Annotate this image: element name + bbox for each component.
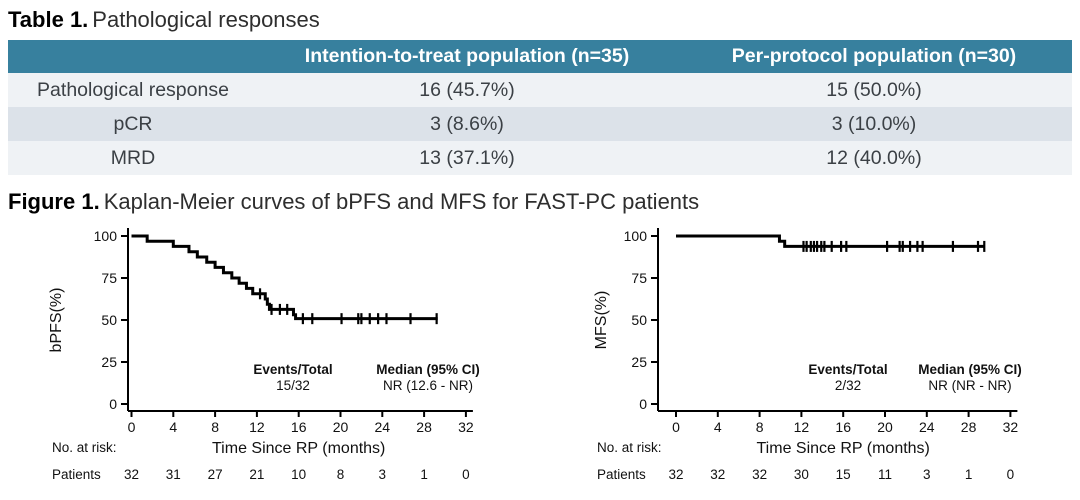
y-tick-label: 0 [639,396,647,412]
y-tick-label: 100 [94,228,118,244]
row-pp-value: 3 (10.0%) [831,112,917,135]
row-pp-value: 15 (50.0%) [826,78,922,101]
pathological-response-table: Intention-to-treat population (n=35) Per… [8,40,1072,175]
row-label: MRD [110,146,156,169]
risk-count: 10 [291,467,306,482]
x-tick-label: 8 [211,419,219,435]
x-tick-label: 0 [128,419,136,435]
table-row: pCR 3 (8.6%) 3 (10.0%) [8,107,1072,141]
x-axis-title: Time Since RP (months) [212,440,385,457]
median-value: NR (12.6 - NR) [383,378,473,393]
x-tick-label: 16 [291,419,307,435]
median-header: Median (95% CI) [918,362,1022,377]
table-header-row: Intention-to-treat population (n=35) Per… [8,40,1072,73]
events-total-value: 2/32 [835,378,861,393]
km-panel-mfs: 0 25 50 75 100 0 4 8 12 16 20 24 28 32 MFS(%) Time Sinc… [593,228,1022,482]
events-total-header: Events/Total [253,362,332,377]
risk-count: 32 [124,467,139,482]
risk-count: 0 [1007,467,1015,482]
events-total-header: Events/Total [808,362,887,377]
x-tick-label: 12 [249,419,265,435]
risk-count: 1 [965,467,973,482]
figure-title: Figure 1. Kaplan-Meier curves of bPFS and… [8,189,699,215]
x-axis-title: Time Since RP (months) [757,440,930,457]
no-at-risk-label: No. at risk: [52,440,117,455]
risk-count: 27 [208,467,223,482]
header-cell-pp: Per-protocol population (n=30) [731,45,1017,67]
patients-label: Patients [597,467,646,482]
x-tick-label: 24 [919,419,935,435]
figure-number-label: Figure 1. [8,189,100,214]
x-tick-label: 32 [458,419,474,435]
risk-count: 21 [249,467,264,482]
y-tick-label: 0 [109,396,117,412]
risk-count: 0 [462,467,470,482]
y-tick-label: 75 [101,270,117,286]
median-header: Median (95% CI) [376,362,480,377]
km-curve [676,234,985,248]
risk-count: 32 [710,467,725,482]
y-tick-label: 100 [624,228,648,244]
x-tick-label: 0 [672,419,680,435]
row-itt-value: 13 (37.1%) [419,146,515,169]
x-tick-label: 32 [1003,419,1019,435]
patients-label: Patients [52,467,101,482]
x-tick-label: 24 [375,419,391,435]
risk-count: 1 [420,467,428,482]
risk-count: 32 [752,467,767,482]
events-total-value: 15/32 [276,378,310,393]
y-axis-title: bPFS(%) [48,288,65,353]
x-tick-label: 4 [169,419,177,435]
y-tick-label: 75 [631,270,647,286]
risk-count: 11 [878,467,892,482]
row-pp-value: 12 (40.0%) [826,146,922,169]
row-itt-value: 3 (8.6%) [430,112,504,135]
table-row: MRD 13 (37.1%) 12 (40.0%) [8,141,1072,175]
y-tick-label: 50 [101,312,117,328]
y-tick-label: 50 [631,312,647,328]
x-tick-label: 20 [877,419,893,435]
x-tick-label: 8 [756,419,764,435]
header-cell-itt: Intention-to-treat population (n=35) [304,45,630,67]
y-tick-label: 25 [101,354,117,370]
y-tick-label: 25 [631,354,647,370]
risk-count: 30 [794,467,809,482]
row-label: Pathological response [37,78,229,101]
risk-count: 8 [337,467,345,482]
row-label: pCR [113,112,153,135]
table-number-label: Table 1. [8,7,89,32]
x-tick-label: 28 [416,419,432,435]
x-tick-label: 20 [333,419,349,435]
table-title: Table 1. Pathological responses [8,7,320,33]
km-curve [131,234,438,321]
risk-count: 32 [668,467,683,482]
x-tick-label: 28 [961,419,977,435]
figure-title-text: Kaplan-Meier curves of bPFS and MFS for … [103,189,700,214]
x-tick-label: 16 [835,419,851,435]
no-at-risk-label: No. at risk: [597,440,662,455]
y-axis-title: MFS(%) [593,291,610,350]
table-title-text: Pathological responses [92,7,320,32]
risk-count: 3 [923,467,931,482]
risk-count: 3 [379,467,387,482]
x-tick-label: 4 [714,419,722,435]
risk-count: 31 [166,467,181,482]
x-tick-label: 12 [794,419,810,435]
risk-count: 15 [836,467,851,482]
median-value: NR (NR - NR) [928,378,1011,393]
row-itt-value: 16 (45.7%) [419,78,515,101]
table-row: Pathological response 16 (45.7%) 15 (50.… [8,73,1072,107]
